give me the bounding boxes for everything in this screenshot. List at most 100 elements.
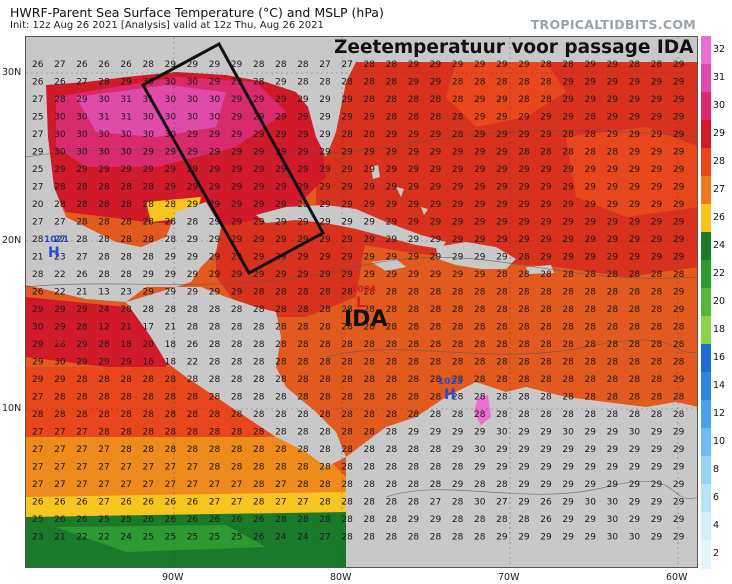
sst-value: 29 xyxy=(253,165,265,175)
sst-value: 30 xyxy=(54,113,66,123)
sst-value: 28 xyxy=(253,375,265,385)
sst-value: 29 xyxy=(297,113,309,123)
sst-value: 28 xyxy=(673,393,685,403)
sst-value: 28 xyxy=(430,305,442,315)
sst-value: 29 xyxy=(518,183,530,193)
sst-value: 28 xyxy=(540,358,552,368)
sst-value: 28 xyxy=(76,410,88,420)
sst-value: 24 xyxy=(297,533,309,543)
sst-value: 30 xyxy=(629,533,641,543)
sst-value: 29 xyxy=(651,428,663,438)
sst-value: 29 xyxy=(231,60,243,70)
sst-value: 29 xyxy=(364,148,376,158)
sst-value: 28 xyxy=(76,323,88,333)
sst-value: 28 xyxy=(120,253,132,263)
sst-value: 28 xyxy=(364,498,376,508)
sst-value: 28 xyxy=(165,393,177,403)
sst-value: 29 xyxy=(187,270,199,280)
sst-value: 29 xyxy=(518,60,530,70)
sst-value: 28 xyxy=(187,445,199,455)
colorbar-segment xyxy=(701,260,711,289)
sst-value: 28 xyxy=(562,270,574,280)
sst-value: 28 xyxy=(562,288,574,298)
sst-value: 28 xyxy=(54,200,66,210)
sst-value: 27 xyxy=(32,218,43,228)
sst-map[interactable]: 26 27 26 26 26 28 29 29 29 29 28 28 28 27 27 28 28 29 29 29… xyxy=(25,36,698,568)
sst-value: 28 xyxy=(187,375,199,385)
sst-value: 29 xyxy=(452,235,464,245)
sst-value: 26 xyxy=(76,270,88,280)
colorbar-label: 29 xyxy=(713,128,726,139)
sst-value: 29 xyxy=(297,130,309,140)
sst-value: 29 xyxy=(430,183,442,193)
colorbar-segment xyxy=(701,232,711,261)
sst-value: 29 xyxy=(518,445,530,455)
sst-value: 29 xyxy=(562,200,574,210)
sst-value: 28 xyxy=(386,358,398,368)
sst-value: 29 xyxy=(540,480,552,490)
sst-value: 29 xyxy=(518,113,530,123)
sst-value: 26 xyxy=(187,340,199,350)
sst-value: 27 xyxy=(76,78,87,88)
sst-value: 28 xyxy=(54,95,66,105)
sst-value: 29 xyxy=(253,130,265,140)
sst-value: 30 xyxy=(474,498,486,508)
sst-value: 23 xyxy=(54,253,65,263)
sst-value: 28 xyxy=(386,60,398,70)
sst-value: 29 xyxy=(187,253,199,263)
sst-value: 28 xyxy=(253,428,265,438)
sst-value: 29 xyxy=(651,78,663,88)
sst-value: 29 xyxy=(231,78,243,88)
sst-value: 29 xyxy=(209,183,221,193)
sst-value: 29 xyxy=(408,270,420,280)
sst-value: 28 xyxy=(253,498,265,508)
sst-value: 28 xyxy=(187,393,199,403)
sst-value: 29 xyxy=(364,183,376,193)
sst-value: 28 xyxy=(364,358,376,368)
sst-value: 28 xyxy=(518,515,530,525)
sst-value: 28 xyxy=(518,323,530,333)
sst-value: 28 xyxy=(54,410,66,420)
sst-value: 28 xyxy=(562,305,574,315)
sst-value: 28 xyxy=(98,78,110,88)
sst-value: 28 xyxy=(98,218,110,228)
sst-value: 29 xyxy=(540,445,552,455)
colorbar-segment xyxy=(701,540,711,569)
sst-value: 28 xyxy=(143,410,155,420)
sst-value: 29 xyxy=(607,200,619,210)
sst-value: 30 xyxy=(474,445,486,455)
sst-value: 29 xyxy=(319,113,331,123)
sst-value: 28 xyxy=(629,288,641,298)
sst-value: 28 xyxy=(607,340,619,350)
sst-value: 29 xyxy=(430,78,442,88)
sst-value: 27 xyxy=(76,480,87,490)
sst-value: 28 xyxy=(76,200,88,210)
sst-value: 29 xyxy=(209,60,221,70)
sst-value: 28 xyxy=(364,95,376,105)
sst-value: 30 xyxy=(165,113,177,123)
sst-value: 28 xyxy=(562,323,574,333)
sst-value: 29 xyxy=(408,148,420,158)
low-pressure-marker: L xyxy=(356,295,365,311)
sst-value: 28 xyxy=(386,288,398,298)
sst-value: 26 xyxy=(76,515,88,525)
sst-value: 26 xyxy=(32,60,44,70)
sst-value: 28 xyxy=(143,60,155,70)
sst-value: 29 xyxy=(386,130,398,140)
sst-value: 28 xyxy=(496,78,508,88)
sst-value: 28 xyxy=(341,515,353,525)
sst-value: 29 xyxy=(430,130,442,140)
sst-value: 29 xyxy=(651,463,663,473)
sst-value: 29 xyxy=(319,270,331,280)
sst-value: 29 xyxy=(452,270,464,280)
sst-value: 29 xyxy=(673,463,685,473)
sst-value: 29 xyxy=(629,130,641,140)
ida-path-box xyxy=(140,41,326,276)
sst-value: 29 xyxy=(452,218,464,228)
lon-label-90w: 90W xyxy=(162,572,184,583)
sst-value: 28 xyxy=(673,270,685,280)
sst-value: 29 xyxy=(341,148,353,158)
sst-value: 29 xyxy=(651,113,663,123)
sst-value: 29 xyxy=(297,235,309,245)
low-pressure-value: 1004 xyxy=(351,285,377,295)
